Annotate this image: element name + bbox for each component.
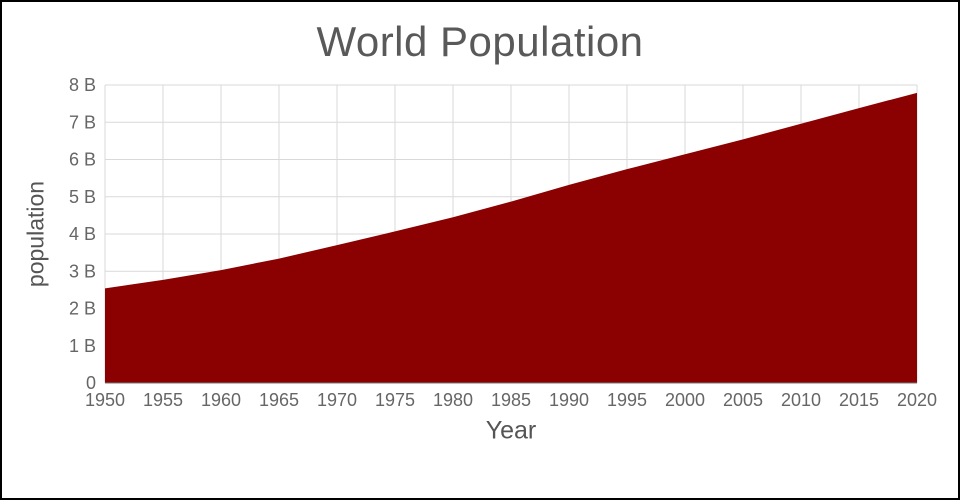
y-tick-label: 6 B: [69, 150, 96, 170]
x-tick-label: 1985: [491, 390, 531, 410]
y-tick-label: 1 B: [69, 336, 96, 356]
x-tick-label: 2005: [723, 390, 763, 410]
y-tick-label: 0: [86, 373, 96, 393]
x-tick-label: 2015: [839, 390, 879, 410]
y-tick-label: 5 B: [69, 187, 96, 207]
y-tick-label: 8 B: [69, 75, 96, 95]
population-area-series: [105, 92, 917, 383]
y-tick-label: 4 B: [69, 224, 96, 244]
chart-title: World Population: [316, 18, 644, 65]
y-tick-label: 3 B: [69, 261, 96, 281]
x-tick-label: 1955: [143, 390, 183, 410]
x-tick-label: 1950: [85, 390, 125, 410]
x-tick-label: 1995: [607, 390, 647, 410]
y-tick-label: 7 B: [69, 112, 96, 132]
x-tick-label: 1970: [317, 390, 357, 410]
x-tick-label: 1980: [433, 390, 473, 410]
y-tick-label: 2 B: [69, 299, 96, 319]
x-tick-label: 2010: [781, 390, 821, 410]
x-axis-label: Year: [485, 416, 537, 445]
x-tick-label: 1990: [549, 390, 589, 410]
x-tick-label: 1960: [201, 390, 241, 410]
x-tick-label: 1975: [375, 390, 415, 410]
x-tick-label: 1965: [259, 390, 299, 410]
x-tick-label: 2020: [897, 390, 937, 410]
x-tick-label: 2000: [665, 390, 705, 410]
